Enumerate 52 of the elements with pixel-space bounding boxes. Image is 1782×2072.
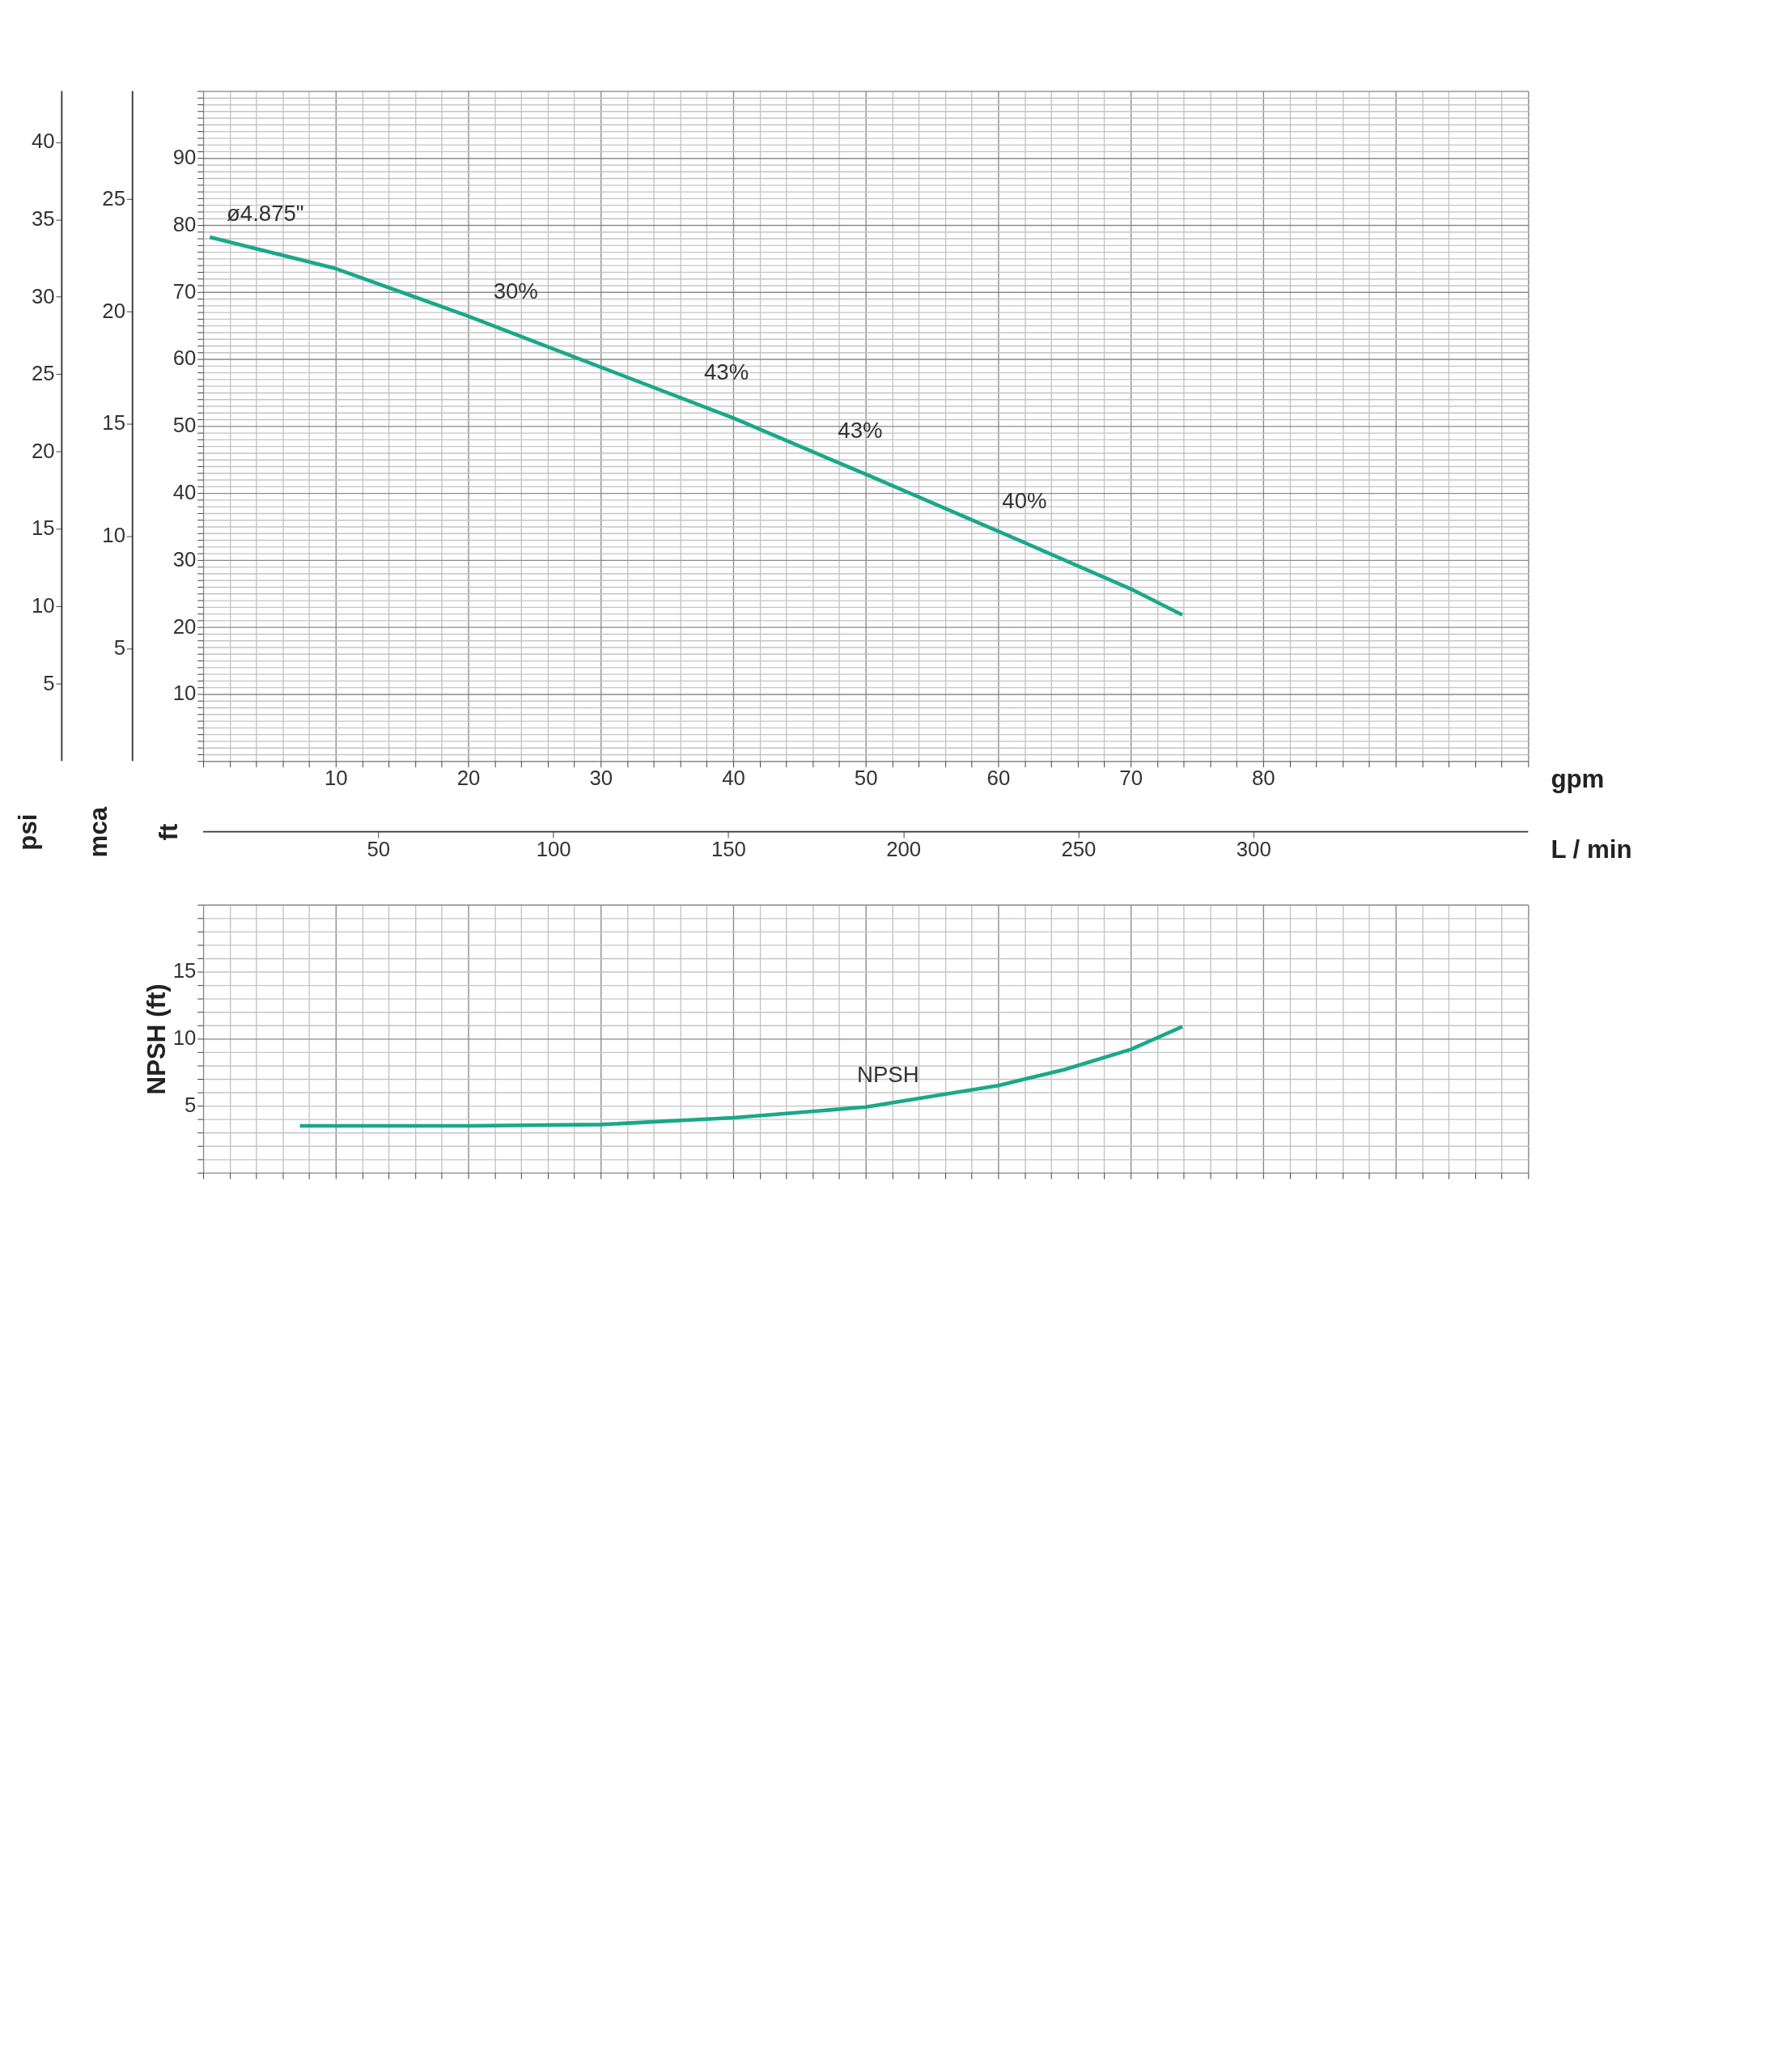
- x-tick-label: 30: [589, 766, 613, 790]
- y-tick-label: 30: [172, 547, 197, 571]
- x2-tick-label: 300: [1236, 837, 1271, 860]
- x2-tick-label: 200: [886, 837, 922, 860]
- y2-tick-label: 10: [31, 593, 55, 617]
- y-tick-label: 90: [172, 146, 197, 169]
- y-tick-label: 15: [172, 959, 197, 983]
- x-tick-label: 60: [986, 766, 1011, 790]
- line-series: [207, 235, 1185, 618]
- y2-tick-label: 40: [31, 130, 55, 153]
- x-tick-label: 10: [324, 766, 348, 790]
- y-tick-label: 5: [185, 1093, 197, 1116]
- y3-tick-label: 25: [102, 186, 125, 210]
- y2-tick-label: 5: [43, 671, 55, 694]
- y-tick-label: 10: [172, 681, 197, 705]
- y2-tick-label: 30: [31, 284, 55, 308]
- y-tick-label: 20: [172, 614, 197, 638]
- y-axis-title: ft: [155, 823, 184, 841]
- y-tick-label: 60: [172, 346, 197, 370]
- y-tick-label: 40: [172, 480, 197, 503]
- y3-axis-title: mca: [83, 806, 112, 858]
- x-tick-label: 70: [1119, 766, 1143, 790]
- y2-tick-label: 25: [31, 362, 55, 385]
- annotation: 43%: [838, 417, 883, 443]
- x-tick-label: 80: [1252, 766, 1275, 790]
- y2-axis-title: psi: [13, 813, 42, 851]
- y3-tick-label: 10: [102, 524, 125, 547]
- annotation: 43%: [703, 359, 749, 384]
- y-axis-title: NPSH (ft): [142, 983, 171, 1095]
- y-tick-label: 70: [172, 279, 197, 303]
- y3-tick-label: 15: [102, 411, 125, 435]
- x2-tick-label: 50: [367, 837, 391, 860]
- y-tick-label: 50: [172, 414, 197, 437]
- y-tick-label: 80: [172, 212, 197, 236]
- annotation: ø4.875": [226, 200, 304, 226]
- x-axis-title: gpm: [1551, 764, 1605, 793]
- y2-tick-label: 15: [31, 516, 55, 540]
- y-tick-label: 10: [172, 1026, 197, 1050]
- x-tick-label: 40: [722, 766, 745, 790]
- y3-tick-label: 5: [113, 636, 125, 660]
- y2-tick-label: 20: [31, 439, 55, 462]
- y2-tick-label: 35: [31, 206, 55, 230]
- x2-tick-label: 150: [711, 837, 746, 860]
- x2-axis-title: L / min: [1551, 835, 1632, 864]
- annotation: NPSH: [857, 1062, 919, 1088]
- x-tick-label: 20: [456, 766, 481, 790]
- y3-tick-label: 20: [102, 299, 125, 322]
- x2-tick-label: 250: [1061, 837, 1097, 860]
- line-series: [298, 1025, 1185, 1128]
- annotation: 40%: [1002, 488, 1047, 514]
- x2-tick-label: 100: [536, 837, 571, 860]
- x-tick-label: 50: [854, 766, 878, 790]
